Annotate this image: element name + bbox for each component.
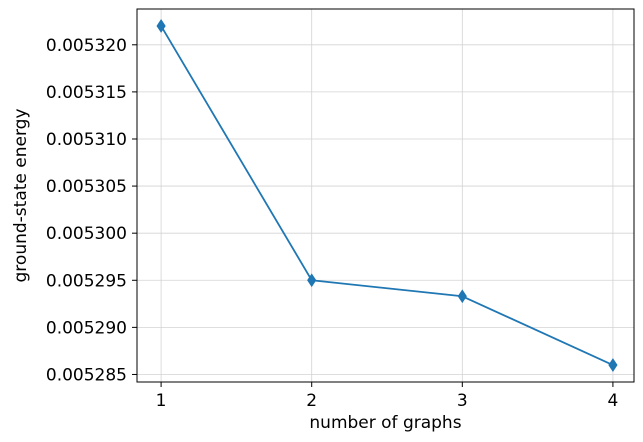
x-tick-label: 3 [457,391,468,411]
data-point-marker [156,19,166,33]
data-point-marker [307,273,317,288]
y-axis-label: ground-state energy [11,109,31,283]
data-point-marker [457,289,467,304]
y-tick-label: 0.005320 [46,36,127,56]
x-tick-label: 1 [156,391,167,411]
data-point-marker [608,358,618,372]
y-tick-label: 0.005300 [46,224,127,244]
plot-frame [136,8,635,383]
y-tick-label: 0.005310 [46,130,127,150]
ticks-layer: 1 2 3 4 0.005285 0.005290 0.005295 0.005300 0.00… [46,36,618,411]
y-tick-label: 0.005315 [46,83,127,103]
y-tick-label: 0.005305 [46,177,127,197]
y-tick-label: 0.005285 [46,365,127,385]
grid-layer [137,9,634,382]
series-line [160,25,614,366]
x-tick-label: 2 [306,391,317,411]
x-tick-label: 4 [608,391,619,411]
y-tick-label: 0.005290 [46,318,127,338]
y-tick-label: 0.005295 [46,271,127,291]
series-layer [156,19,618,372]
x-axis-label: number of graphs [309,413,461,433]
